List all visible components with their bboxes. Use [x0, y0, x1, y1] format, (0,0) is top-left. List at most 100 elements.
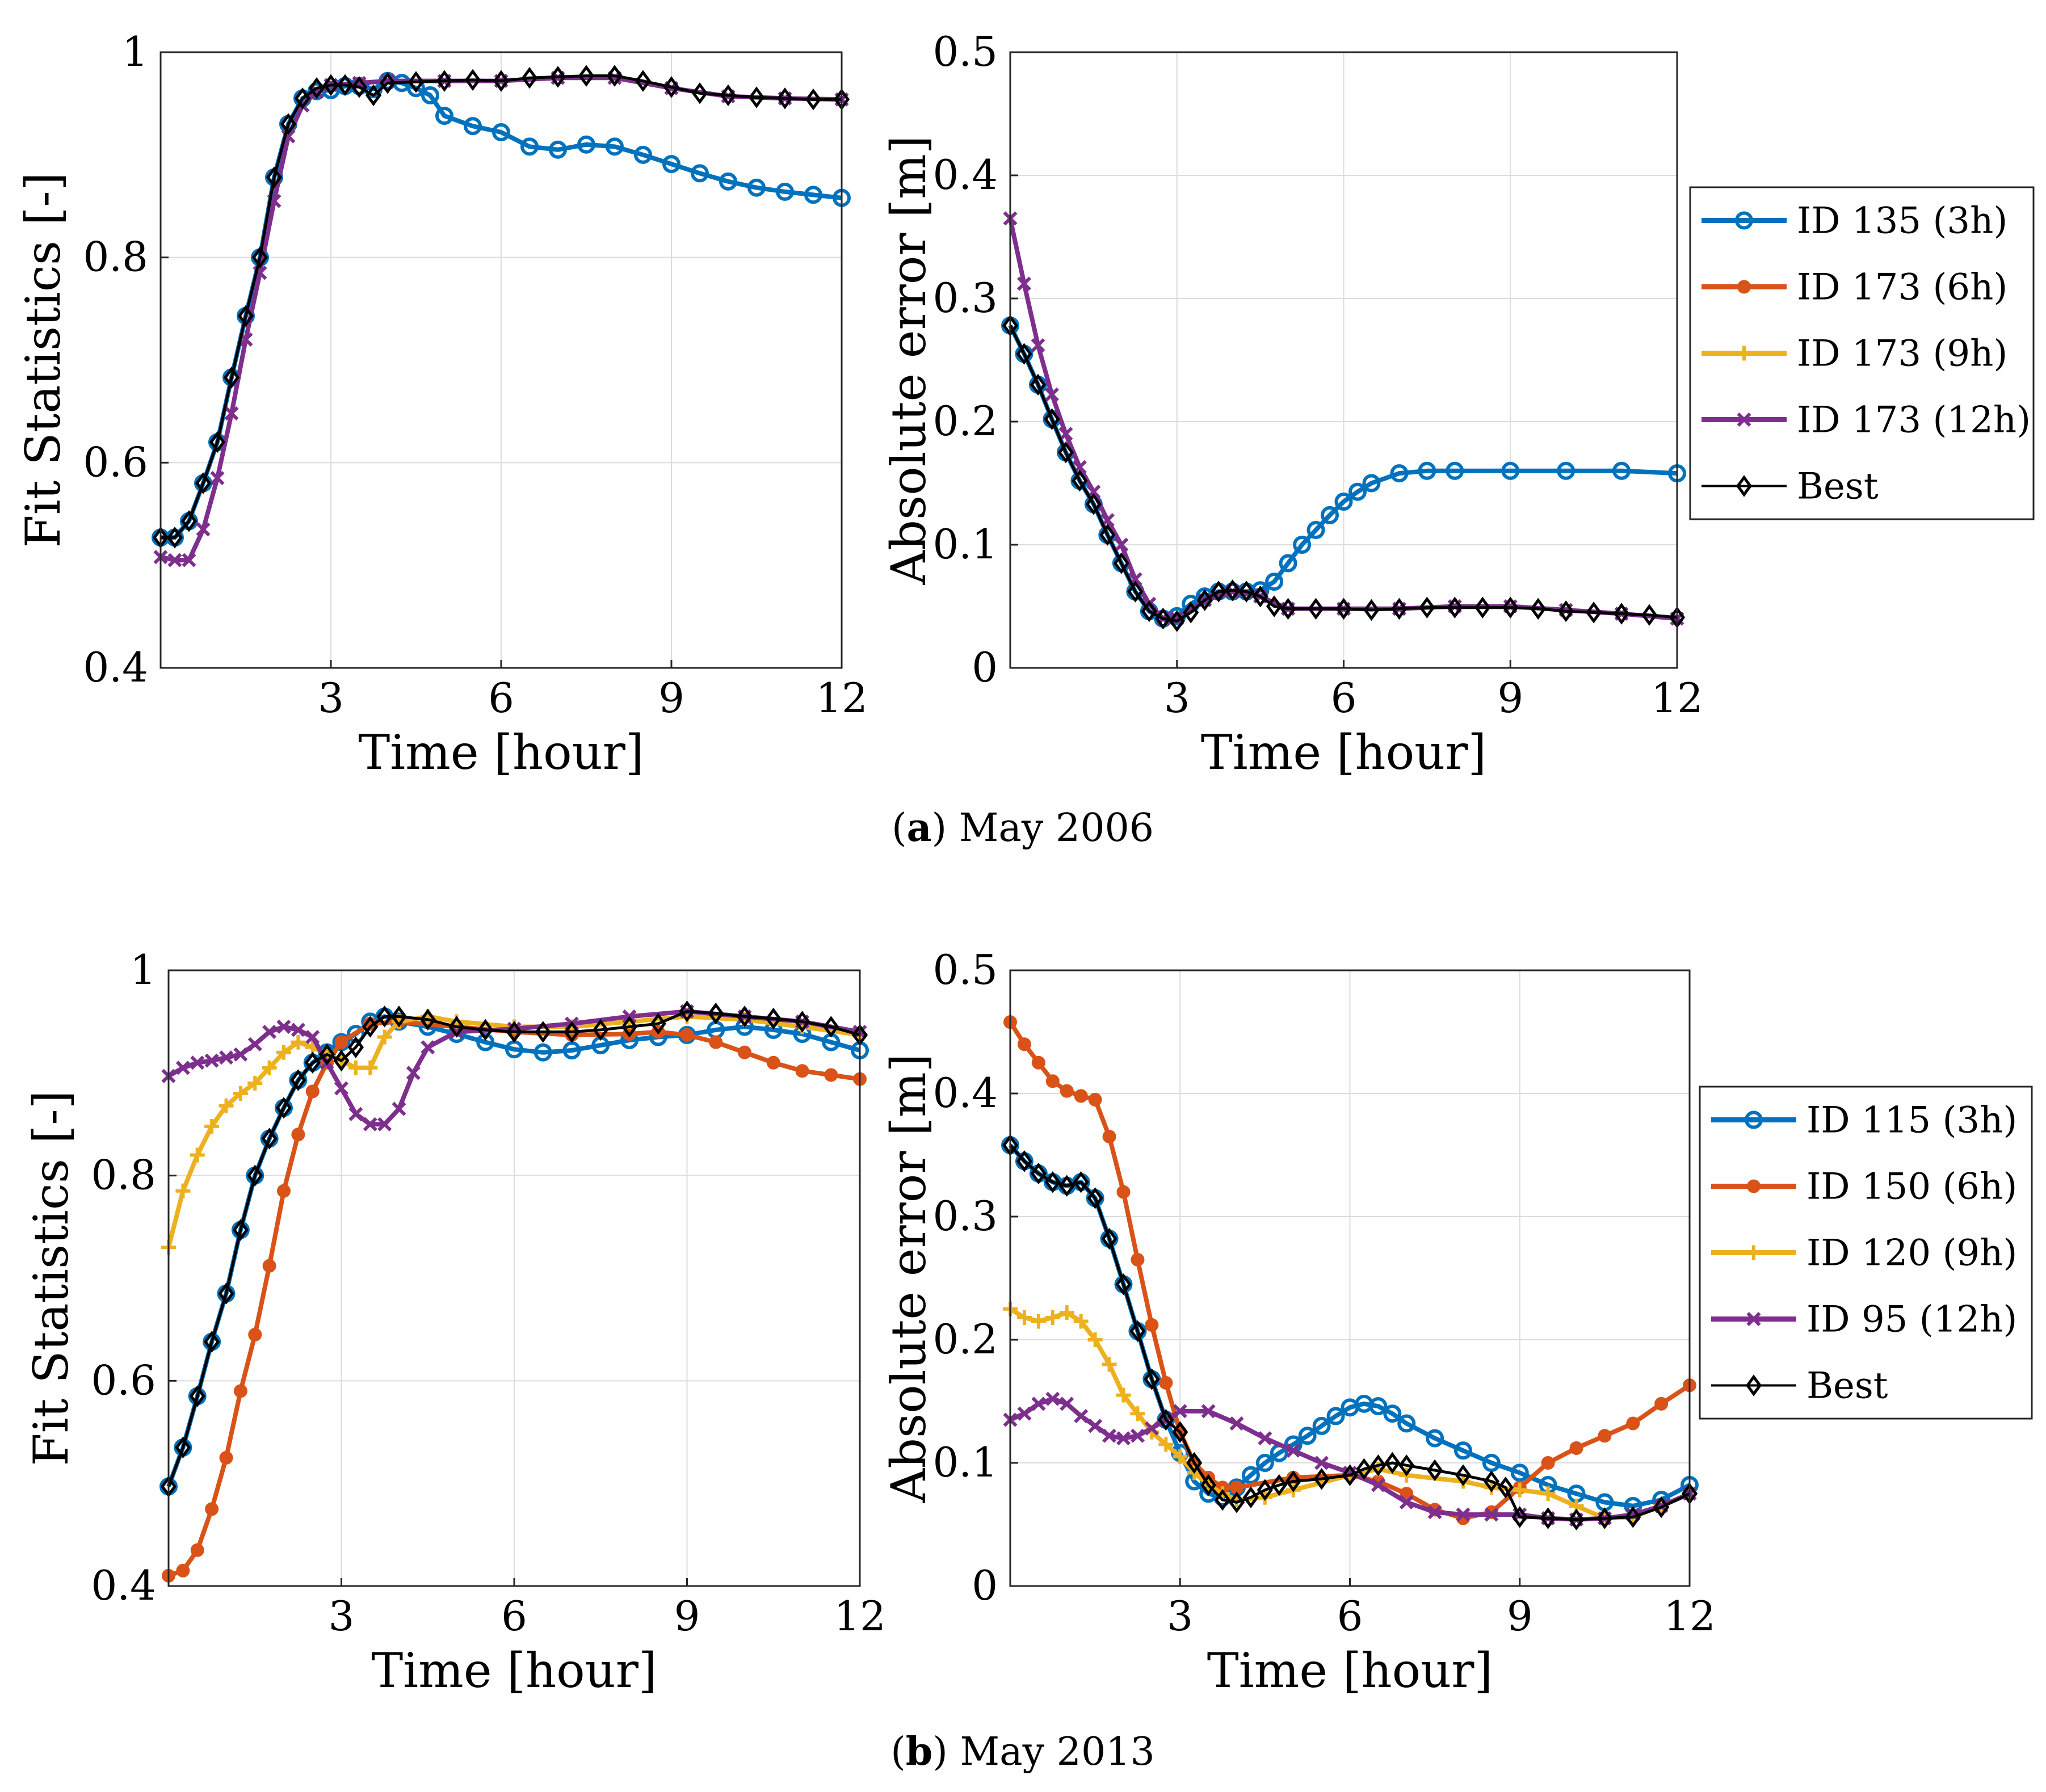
data-point: [1158, 1437, 1174, 1452]
y-tick-label: 0.8: [91, 1151, 156, 1199]
data-point: [1298, 1427, 1317, 1445]
data-point: [663, 76, 680, 98]
legend-item: Best: [1702, 466, 1879, 508]
x-tick-label: 9: [1507, 1592, 1533, 1640]
data-point: [379, 72, 396, 94]
data-point: [1141, 600, 1157, 622]
data-point: [294, 87, 311, 110]
data-point: [1456, 1507, 1471, 1522]
y-tick-label: 0.2: [932, 1315, 998, 1363]
data-point: [1045, 1391, 1060, 1406]
data-point: [464, 117, 482, 136]
data-point: [1455, 1464, 1472, 1486]
data-point: [291, 1034, 306, 1050]
data-point: [1502, 596, 1519, 619]
data-point: [233, 1384, 247, 1398]
data-point: [1201, 1404, 1216, 1419]
data-point: [1266, 595, 1283, 617]
data-point: [1229, 1416, 1244, 1431]
x-tick-label: 12: [1663, 1592, 1716, 1640]
data-point: [679, 1000, 695, 1023]
data-point: [175, 1061, 190, 1075]
data-point: [1045, 1074, 1060, 1088]
data-point: [1348, 482, 1367, 501]
data-point: [223, 367, 240, 389]
data-point: [1172, 1421, 1188, 1443]
data-point: [1454, 1441, 1472, 1460]
data-point: [1397, 1414, 1416, 1433]
data-point: [691, 82, 708, 104]
data-point: [365, 84, 382, 107]
data-point: [1145, 1318, 1159, 1332]
data-point: [1114, 537, 1129, 552]
y-axis-label: Fit Statistics [-]: [15, 172, 71, 548]
data-point: [1016, 276, 1032, 291]
y-tick-label: 0.8: [83, 233, 148, 281]
data-point: [1654, 1396, 1669, 1411]
data-point: [748, 86, 765, 108]
caption-b-letter: b: [906, 1729, 933, 1774]
data-point: [1058, 1175, 1075, 1197]
data-point: [219, 1050, 234, 1065]
caption-a: (a) May 2006: [892, 805, 1154, 851]
y-tick-label: 0.3: [932, 274, 998, 322]
data-point: [1427, 1459, 1443, 1482]
data-point: [237, 305, 254, 327]
data-point: [1356, 1458, 1372, 1480]
data-point: [291, 1023, 305, 1037]
data-point: [175, 1436, 191, 1459]
y-tick-label: 0.3: [932, 1192, 998, 1240]
data-point: [606, 65, 623, 87]
data-point: [708, 1002, 724, 1025]
data-point: [766, 1055, 780, 1070]
data-point: [1569, 1441, 1583, 1455]
data-point: [262, 1060, 277, 1075]
data-point: [190, 1543, 204, 1557]
data-point: [421, 1040, 435, 1055]
data-point: [333, 1049, 350, 1072]
data-point: [1326, 1407, 1345, 1425]
data-point: [606, 137, 624, 156]
data-point: [1030, 1162, 1047, 1185]
legend: ID 115 (3h) ID 150 (6h) ID 120 (9h) ID 95 (…: [1699, 1086, 2033, 1420]
data-point: [1155, 607, 1171, 630]
legend-swatch-marker-1: [1747, 1179, 1761, 1193]
data-point: [377, 1029, 392, 1045]
data-point: [1016, 1150, 1033, 1172]
data-point: [204, 1331, 220, 1353]
data-point: [520, 137, 539, 156]
x-axis-label: Time [hour]: [358, 725, 644, 780]
data-point: [1497, 1476, 1514, 1499]
x-tick-label: 6: [1331, 674, 1357, 722]
data-point: [1653, 1496, 1670, 1518]
data-point: [1362, 474, 1381, 493]
data-point: [1312, 1416, 1331, 1435]
data-point: [190, 1055, 205, 1070]
data-point: [1293, 536, 1312, 554]
chart-a-right: 3 6 9 12 0 0.1 0.2 0.3 0.4 0.5 Time [hour] Absolute…: [881, 28, 2035, 780]
x-tick-label: 9: [1497, 674, 1523, 722]
data-point: [1482, 1454, 1501, 1472]
data-point: [276, 1045, 291, 1060]
legend-item: ID 95 (12h): [1711, 1299, 2017, 1341]
data-point: [1087, 1332, 1103, 1347]
data-point: [291, 1128, 305, 1142]
legend-item: ID 173 (12h): [1702, 399, 2031, 441]
data-point: [593, 1019, 609, 1041]
legend-label: Best: [1806, 1365, 1888, 1407]
legend-swatch-marker-4: [1736, 475, 1753, 497]
legend-swatch-marker-2: [1746, 1245, 1761, 1260]
data-point: [1130, 1428, 1145, 1443]
data-point: [1427, 1505, 1442, 1520]
series-best: [152, 65, 850, 549]
data-point: [1129, 1320, 1146, 1343]
data-point: [1419, 596, 1435, 619]
data-point: [1271, 1474, 1287, 1496]
data-point: [1074, 1089, 1088, 1103]
data-point: [1099, 524, 1116, 546]
data-point: [521, 66, 538, 89]
chart-a-left: 3 6 9 12 0.4 0.6 0.8 1 Time [hour] Fit Statistics…: [15, 28, 868, 780]
series-line: [1009, 325, 1678, 622]
data-point: [1446, 461, 1464, 480]
data-point: [1087, 1187, 1103, 1209]
